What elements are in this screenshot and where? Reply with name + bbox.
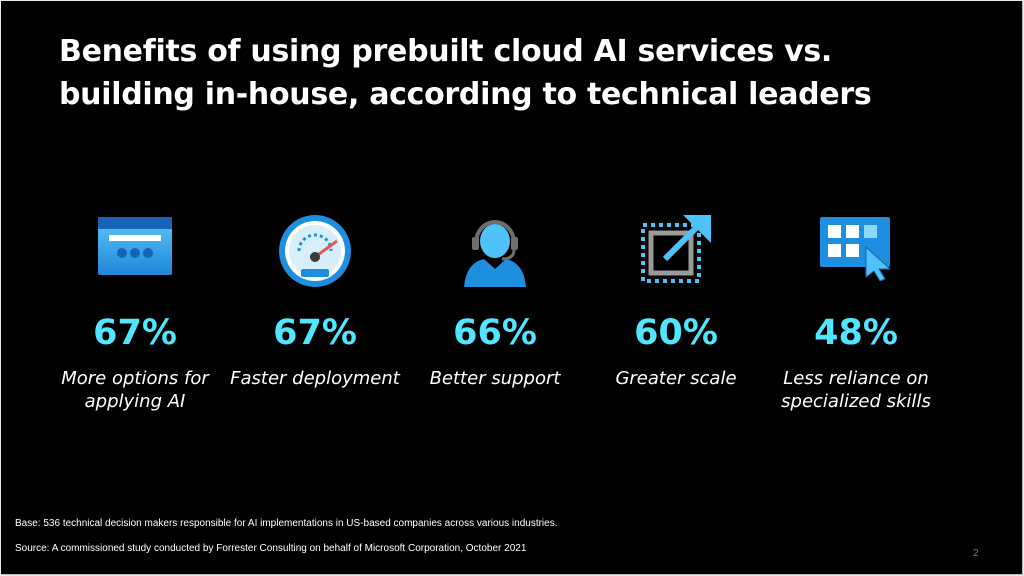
stat-label-line: Less reliance on: [783, 368, 929, 389]
stat-more-options: 67% More options for applying AI: [45, 213, 225, 413]
stat-label: Greater scale: [586, 367, 766, 390]
stat-label: Better support: [405, 367, 585, 390]
stat-label-line: Better support: [429, 368, 561, 389]
stat-value: 66%: [453, 313, 537, 353]
page-number: 2: [973, 548, 979, 559]
support-headset-person-icon: [405, 213, 585, 289]
source-note: Source: A commissioned study conducted b…: [15, 543, 527, 554]
stat-label-line: More options for: [61, 368, 209, 389]
stat-better-support: 66% Better support: [405, 213, 585, 390]
stat-value: 48%: [814, 313, 898, 353]
stat-greater-scale: 60% Greater scale: [586, 213, 766, 390]
base-note: Base: 536 technical decision makers resp…: [15, 518, 558, 529]
stat-value: 60%: [634, 313, 718, 353]
stat-label-line: Greater scale: [615, 368, 737, 389]
stat-label: Faster deployment: [225, 367, 405, 390]
stat-label-line: Faster deployment: [230, 368, 400, 389]
expand-arrow-icon: [586, 213, 766, 289]
app-grid-cursor-icon: [766, 213, 946, 289]
slide-title: Benefits of using prebuilt cloud AI serv…: [59, 34, 872, 112]
stat-value: 67%: [273, 313, 357, 353]
stat-less-reliance: 48% Less reliance on specialized skills: [766, 213, 946, 413]
stat-label-line: applying AI: [84, 391, 186, 412]
browser-window-icon: [45, 213, 225, 289]
stat-label-line: specialized skills: [781, 391, 931, 412]
stat-value: 67%: [93, 313, 177, 353]
stat-label: Less reliance on specialized skills: [766, 367, 946, 413]
speedometer-icon: [225, 213, 405, 289]
stat-label: More options for applying AI: [45, 367, 225, 413]
stat-faster-deployment: 67% Faster deployment: [225, 213, 405, 390]
